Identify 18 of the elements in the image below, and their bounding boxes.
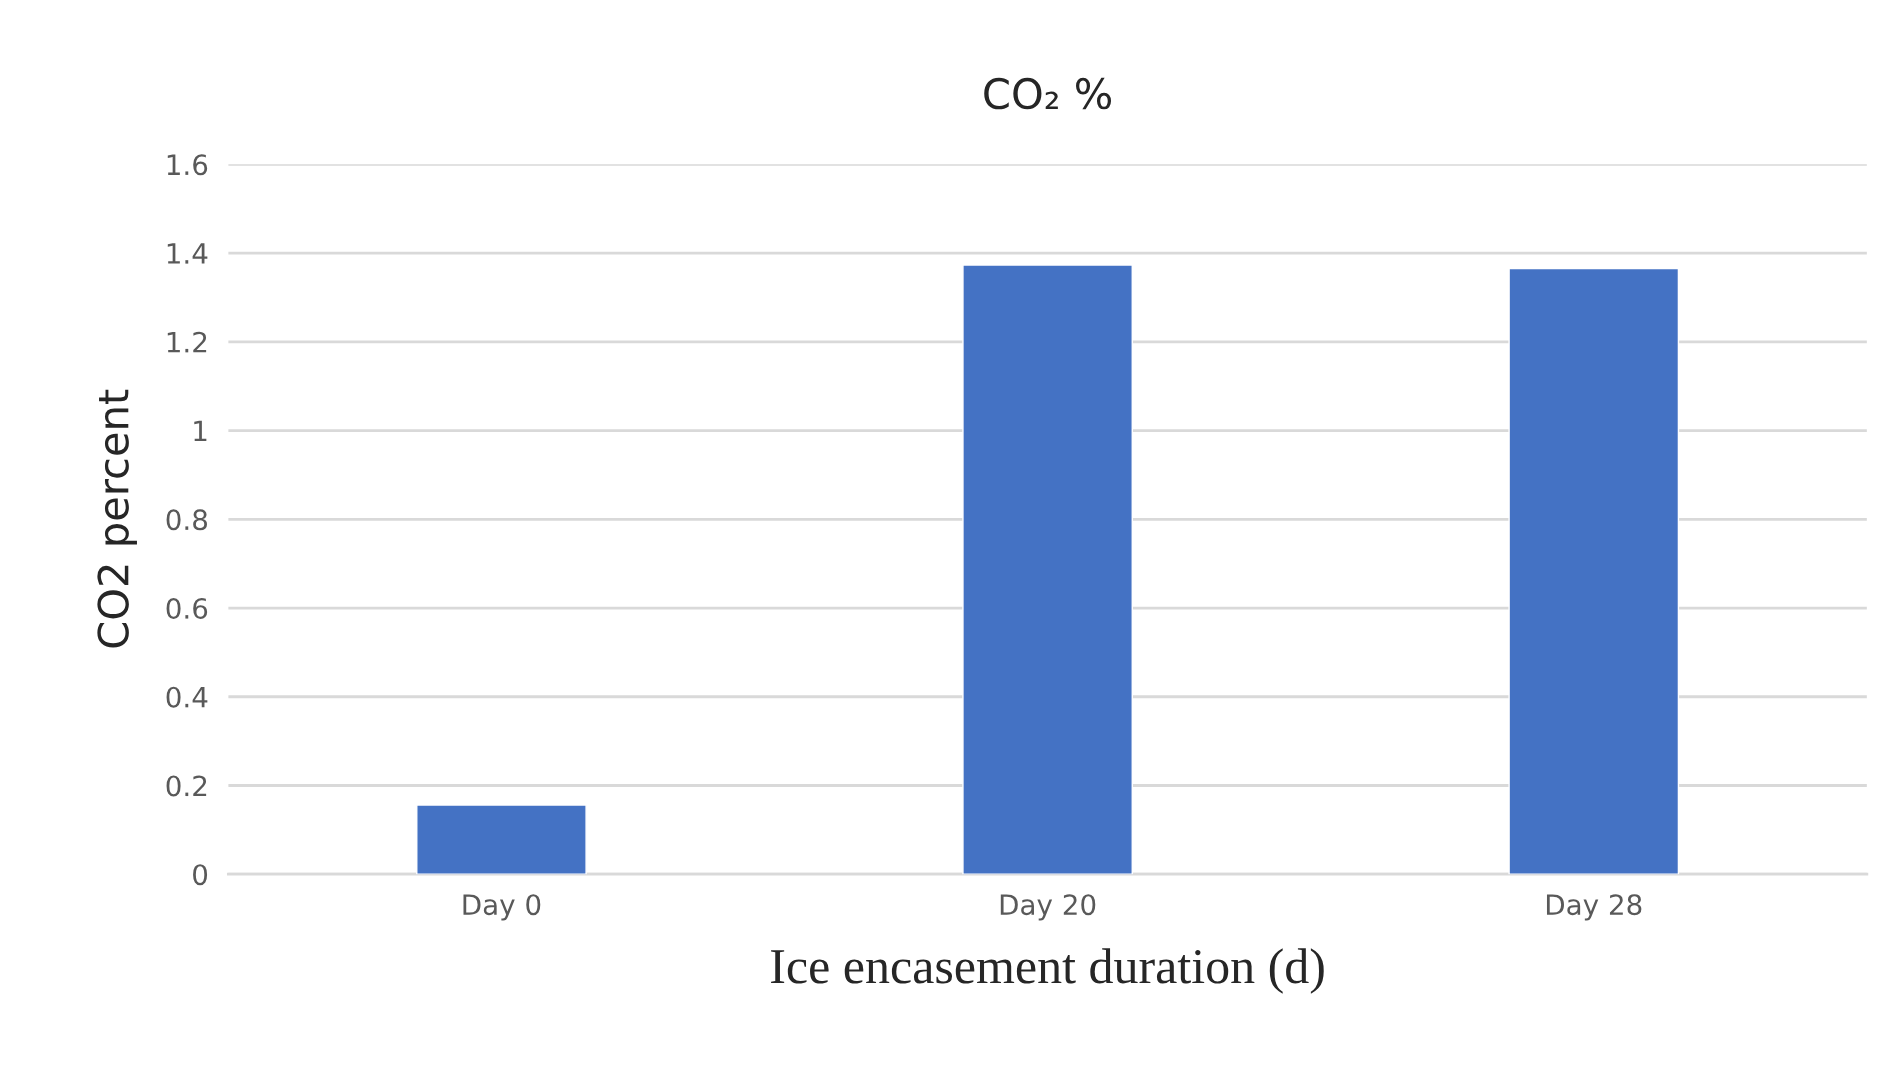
x-tick-label: Day 20 (1000, 894, 1096, 921)
y-tick-label: 1 (194, 420, 207, 442)
y-tick-label: 0.8 (166, 509, 208, 531)
y-tick-label: 0.4 (166, 686, 208, 708)
y-axis-title: CO2 percent (97, 389, 137, 648)
bar (1508, 267, 1680, 875)
y-tick-label: 1.4 (167, 243, 208, 264)
y-tick-label: 0.6 (166, 597, 208, 619)
x-tick-label: Day 0 (463, 894, 541, 921)
x-tick-label: Day 28 (1546, 894, 1642, 921)
x-axis-title: Ice encasement duration (d) (771, 948, 1324, 994)
y-tick-label: 0.2 (166, 775, 207, 797)
bar (962, 264, 1133, 875)
y-tick-label: 1.2 (167, 331, 207, 353)
chart-title: CO₂ % (984, 77, 1112, 110)
y-tick-label: 0 (193, 864, 208, 886)
bar (416, 804, 587, 875)
y-tick-label: 1.6 (167, 154, 208, 176)
